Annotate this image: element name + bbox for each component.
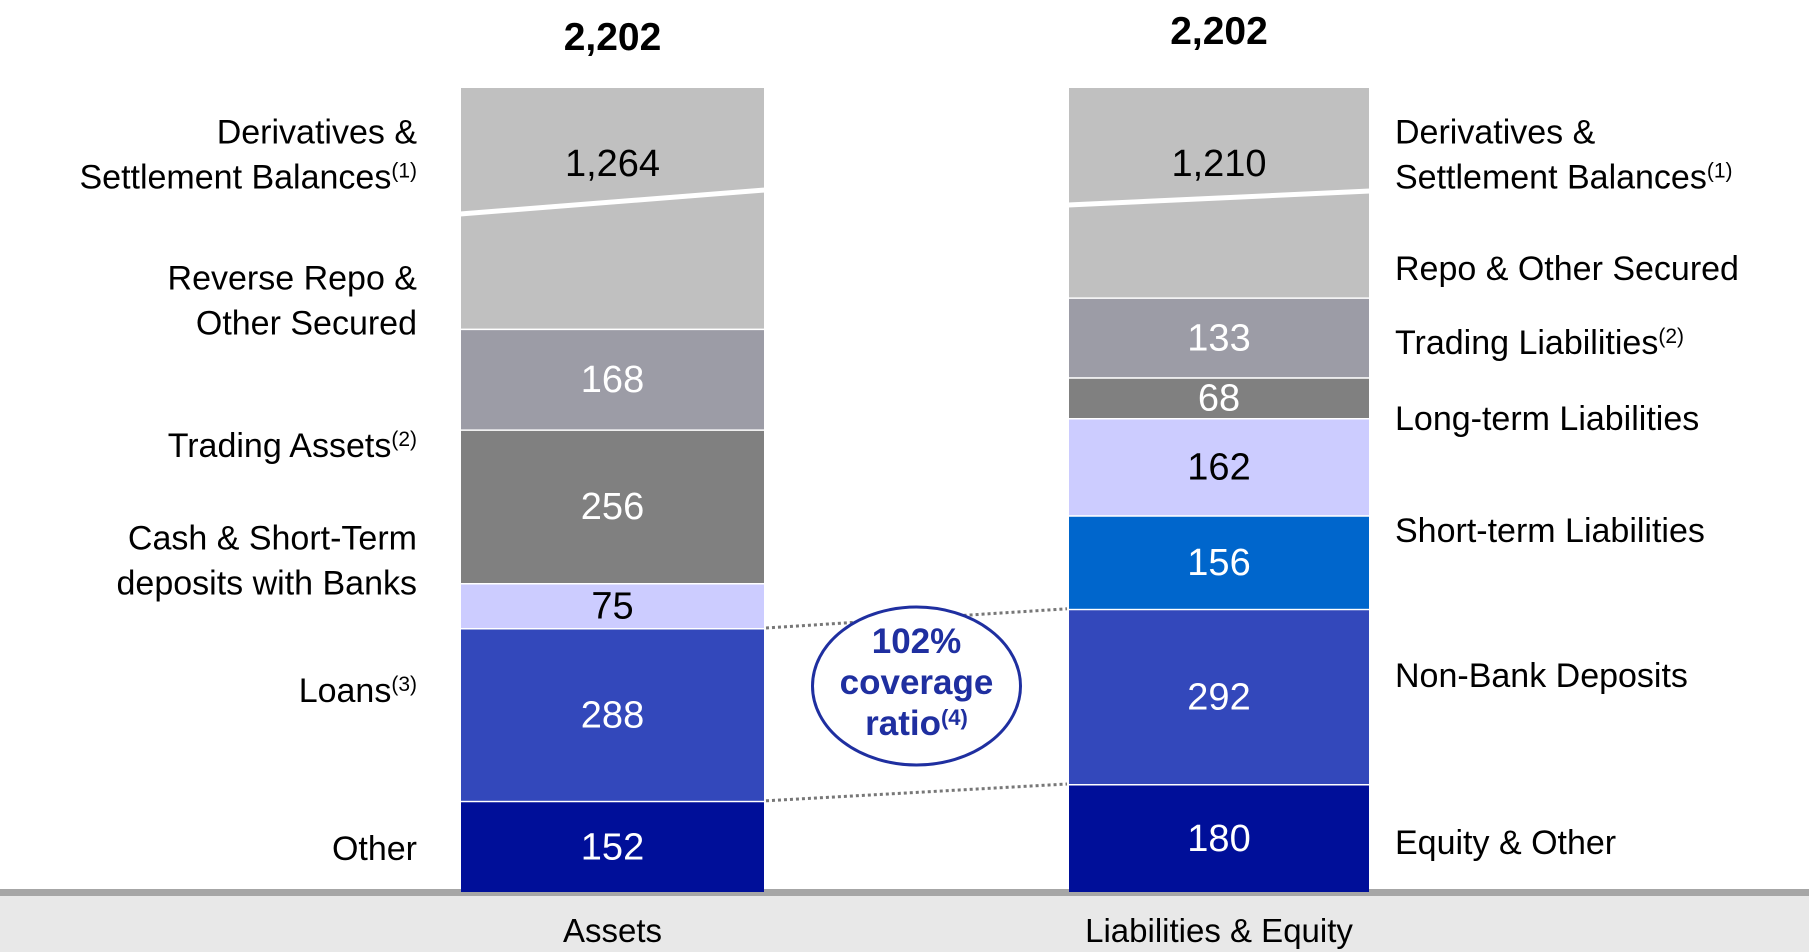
category-label: Other	[332, 830, 417, 868]
bar-segment-liabilities-equity-repo-other-secured	[1069, 297, 1369, 378]
bar-segment-liabilities-equity-trading-liabilities	[1069, 377, 1369, 418]
data-label: 156	[1187, 542, 1250, 584]
data-label: 68	[1198, 378, 1240, 420]
coverage-ratio-ellipse	[811, 605, 1022, 767]
bar-segment-assets-cash-short-term-deposits-with-banks	[461, 583, 764, 628]
axis-break-mark	[1067, 188, 1371, 208]
bar-segment-assets-trading-assets	[461, 429, 764, 583]
data-label: 168	[581, 359, 644, 401]
bar-segment-assets-reverse-repo-other-secured	[461, 328, 764, 430]
category-label: Repo & Other Secured	[1395, 250, 1739, 288]
coverage-ratio-label: coverage	[840, 663, 994, 702]
category-label: Settlement Balances(1)	[1395, 159, 1733, 197]
coverage-ratio-label: ratio(4)	[865, 704, 968, 743]
category-label: Loans(3)	[299, 672, 417, 710]
data-label: 256	[581, 486, 644, 528]
x-axis-line	[0, 889, 1809, 896]
data-label: 1,210	[1171, 143, 1266, 185]
axis-break-mark	[459, 187, 766, 217]
data-label: 292	[1187, 676, 1250, 718]
connector-line-bottom	[765, 782, 1068, 803]
category-label: Derivatives &	[217, 114, 418, 152]
data-label: 75	[591, 586, 633, 628]
stack-total: 2,202	[1170, 10, 1268, 53]
bar-segment-liabilities-equity-equity-other	[1069, 784, 1369, 892]
category-label: deposits with Banks	[117, 565, 418, 603]
category-label: Settlement Balances(1)	[79, 159, 417, 197]
bar-segment-assets-loans	[461, 628, 764, 801]
data-label: 162	[1187, 447, 1250, 489]
category-label: Long-term Liabilities	[1395, 400, 1699, 438]
category-label: Other Secured	[196, 305, 417, 343]
data-label: 1,264	[565, 143, 660, 185]
coverage-ratio-label: 102%	[872, 622, 962, 661]
bar-segment-liabilities-equity-short-term-liabilities	[1069, 515, 1369, 609]
data-label: 180	[1187, 818, 1250, 860]
category-label: Non-Bank Deposits	[1395, 657, 1688, 695]
category-label: Trading Liabilities(2)	[1395, 324, 1684, 362]
stack-total: 2,202	[564, 16, 662, 59]
bar-segment-liabilities-equity-long-term-liabilities	[1069, 418, 1369, 516]
data-label: 152	[581, 826, 644, 868]
category-label: Trading Assets(2)	[168, 427, 417, 465]
category-label: Equity & Other	[1395, 824, 1616, 862]
data-label: 133	[1187, 317, 1250, 359]
data-label: 288	[581, 694, 644, 736]
x-axis-band	[0, 892, 1809, 952]
category-label: Reverse Repo &	[168, 260, 418, 298]
x-tick-label: Assets	[563, 912, 662, 949]
x-tick-label: Liabilities & Equity	[1085, 912, 1353, 949]
category-label: Derivatives &	[1395, 114, 1596, 152]
category-label: Short-term Liabilities	[1395, 512, 1705, 550]
category-label: Cash & Short-Term	[128, 520, 417, 558]
bar-segment-assets-other	[461, 800, 764, 892]
bar-segment-liabilities-equity-non-bank-deposits	[1069, 608, 1369, 784]
